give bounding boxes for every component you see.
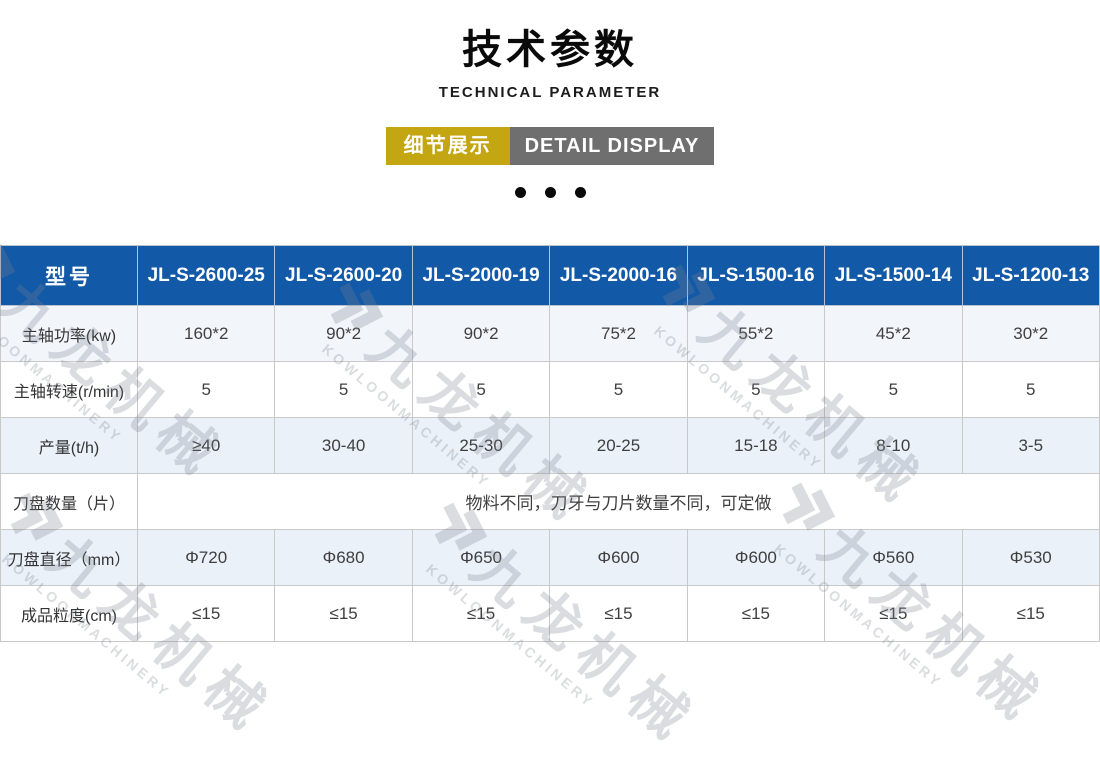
technical-parameter-table: 型号 JL-S-2600-25 JL-S-2600-20 JL-S-2000-1…	[0, 245, 1100, 642]
column-header-model: 型号	[0, 245, 138, 306]
dot-icon	[544, 187, 556, 198]
table-cell: 8-10	[824, 417, 963, 474]
table-cell: 25-30	[411, 417, 551, 474]
table-cell: ≤15	[824, 585, 963, 642]
column-header: JL-S-2000-19	[411, 245, 551, 306]
row-label: 产量(t/h)	[0, 417, 138, 474]
table-row: 主轴转速(r/min) 5 5 5 5 5 5 5	[0, 361, 1100, 418]
table-header-row: 型号 JL-S-2600-25 JL-S-2600-20 JL-S-2000-1…	[0, 245, 1100, 306]
table-cell: ≤15	[549, 585, 688, 642]
table-cell: 5	[274, 361, 413, 418]
table-cell: 5	[824, 361, 963, 418]
table-cell: 20-25	[549, 417, 688, 474]
row-label: 成品粒度(cm)	[0, 585, 138, 642]
row-label: 刀盘数量（片）	[0, 473, 138, 530]
table-cell: 3-5	[961, 417, 1100, 474]
column-header: JL-S-1500-16	[686, 245, 826, 306]
dot-icon	[574, 187, 586, 198]
table-cell-merged: 物料不同，刀牙与刀片数量不同，可定做	[137, 473, 1100, 530]
spec-table-section: 型号 JL-S-2600-25 JL-S-2600-20 JL-S-2000-1…	[0, 245, 1100, 642]
table-cell: Φ720	[136, 529, 276, 586]
row-label: 刀盘直径（mm）	[0, 529, 138, 586]
table-cell: 55*2	[686, 305, 826, 362]
table-row: 成品粒度(cm) ≤15 ≤15 ≤15 ≤15 ≤15 ≤15 ≤15	[0, 585, 1100, 642]
table-cell: Φ600	[549, 529, 688, 586]
table-cell: 45*2	[824, 305, 963, 362]
detail-display-tab-en[interactable]: DETAIL DISPLAY	[509, 127, 715, 165]
table-cell: Φ680	[274, 529, 413, 586]
table-cell: 5	[961, 361, 1100, 418]
page-subtitle: TECHNICAL PARAMETER	[438, 84, 662, 101]
table-cell: Φ530	[961, 529, 1100, 586]
table-cell: 75*2	[549, 305, 688, 362]
table-cell: 90*2	[274, 305, 413, 362]
table-row: 产量(t/h) ≥40 30-40 25-30 20-25 15-18 8-10…	[0, 417, 1100, 474]
table-cell: 5	[549, 361, 688, 418]
dot-icon	[514, 187, 526, 198]
table-cell: ≤15	[274, 585, 413, 642]
table-cell: ≤15	[411, 585, 551, 642]
table-cell: ≤15	[686, 585, 826, 642]
table-row: 刀盘直径（mm） Φ720 Φ680 Φ650 Φ600 Φ600 Φ560 Φ…	[0, 529, 1100, 586]
section-badge: 细节展示 DETAIL DISPLAY	[385, 127, 715, 165]
column-header: JL-S-2000-16	[549, 245, 688, 306]
table-cell: 5	[136, 361, 276, 418]
table-cell: 160*2	[136, 305, 276, 362]
row-label: 主轴转速(r/min)	[0, 361, 138, 418]
row-label: 主轴功率(kw)	[0, 305, 138, 362]
table-cell: 15-18	[686, 417, 826, 474]
dots-separator	[514, 187, 586, 198]
table-cell: 90*2	[411, 305, 551, 362]
table-cell: ≤15	[136, 585, 276, 642]
table-cell: Φ650	[411, 529, 551, 586]
table-cell: ≥40	[136, 417, 276, 474]
table-cell: 5	[411, 361, 551, 418]
table-cell: 30*2	[961, 305, 1100, 362]
page-header: 技术参数 TECHNICAL PARAMETER 细节展示 DETAIL DIS…	[0, 0, 1100, 198]
column-header: JL-S-2600-25	[136, 245, 276, 306]
column-header: JL-S-2600-20	[274, 245, 413, 306]
table-cell: ≤15	[961, 585, 1100, 642]
table-row: 主轴功率(kw) 160*2 90*2 90*2 75*2 55*2 45*2 …	[0, 305, 1100, 362]
table-cell: 5	[686, 361, 826, 418]
detail-display-tab-zh[interactable]: 细节展示	[385, 127, 510, 165]
column-header: JL-S-1500-14	[824, 245, 963, 306]
column-header: JL-S-1200-13	[961, 245, 1100, 306]
page-title: 技术参数	[462, 28, 638, 72]
table-cell: Φ560	[824, 529, 963, 586]
table-cell: Φ600	[686, 529, 826, 586]
table-cell: 30-40	[274, 417, 413, 474]
table-row: 刀盘数量（片） 物料不同，刀牙与刀片数量不同，可定做	[0, 473, 1100, 530]
